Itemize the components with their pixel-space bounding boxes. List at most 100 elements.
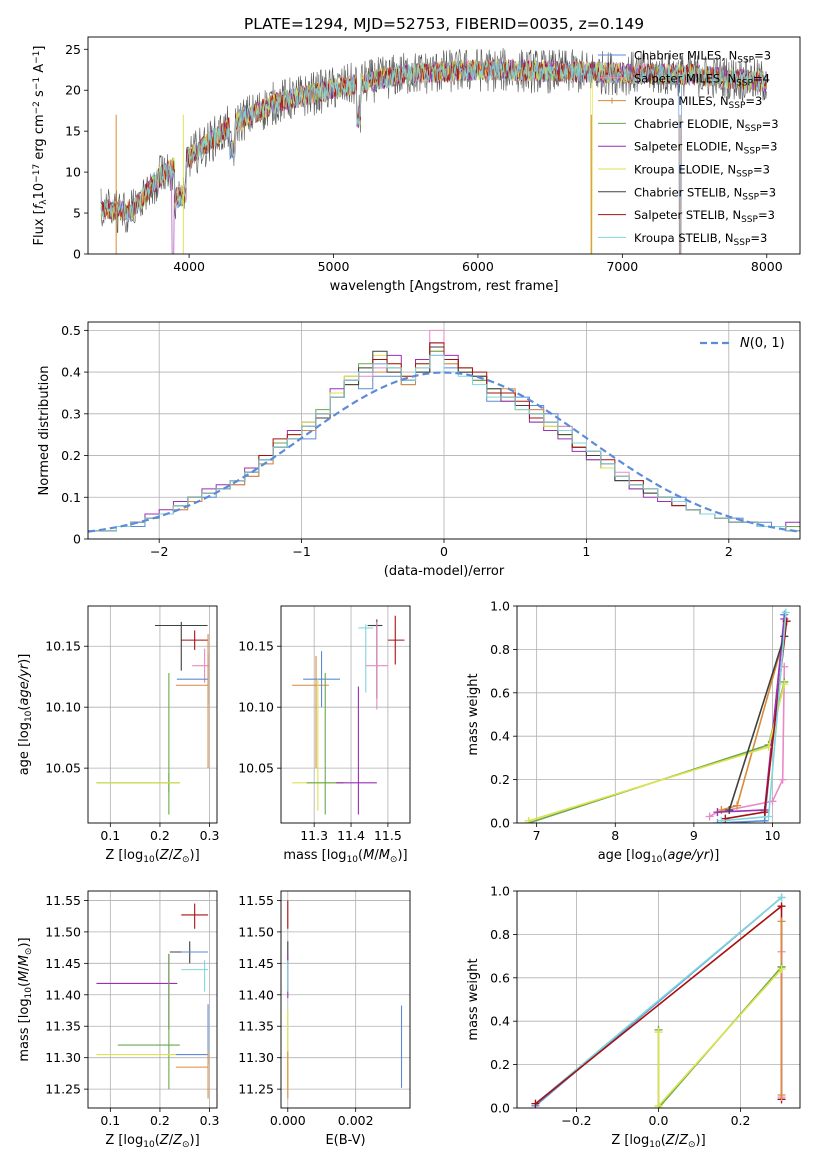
- x-tick-label: 6000: [462, 259, 494, 274]
- y-tick-label: 0.2: [490, 772, 510, 787]
- series-marker: [717, 816, 726, 823]
- legend-label: Kroupa STELIB, NSSP=3: [634, 231, 767, 248]
- x-axis-label: Z [log10(Z/Z⊙)]: [105, 1133, 199, 1150]
- y-axis-label: mass weight: [466, 958, 481, 1040]
- y-tick-label: 11.55: [238, 893, 274, 908]
- series-line: [528, 681, 786, 823]
- series-line: [534, 896, 783, 1105]
- series-marker: [760, 808, 769, 817]
- y-tick-label: 0.4: [61, 365, 81, 380]
- series-marker: [764, 812, 773, 821]
- y-axis-label: Normed distribution: [37, 366, 52, 496]
- x-tick-label: 0.1: [100, 828, 120, 843]
- x-tick-label: −1: [292, 544, 310, 559]
- series-marker: [654, 1028, 663, 1037]
- y-tick-label: 1.0: [490, 599, 510, 614]
- y-tick-label: 0.0: [490, 816, 510, 831]
- series-marker: [777, 965, 786, 974]
- y-tick-label: 11.25: [238, 1082, 274, 1097]
- plot-area: [517, 606, 800, 823]
- series-marker: [524, 816, 533, 823]
- y-tick-label: 11.35: [45, 1019, 81, 1034]
- x-tick-label: 8: [611, 828, 619, 843]
- series-marker: [733, 801, 742, 810]
- x-axis-label: E(B-V): [325, 1133, 365, 1148]
- plot-area: [88, 891, 217, 1108]
- figure-title: PLATE=1294, MJD=52753, FIBERID=0035, z=0…: [244, 15, 644, 33]
- x-tick-label: 0: [440, 544, 448, 559]
- legend-label: Kroupa ELODIE, NSSP=3: [634, 163, 770, 180]
- y-tick-label: 11.25: [45, 1082, 81, 1097]
- y-tick-label: 20: [65, 83, 81, 98]
- series-marker: [782, 617, 791, 626]
- legend-label: Chabrier ELODIE, NSSP=3: [634, 117, 779, 134]
- x-tick-label: 11.5: [374, 828, 402, 843]
- panel-residuals: −2 −1 0 1 2 0 0.1 0.2 0.3 0.4 0.5 (data-model)/erro…: [37, 321, 801, 579]
- y-tick-label: 1.0: [490, 884, 510, 899]
- x-tick-label: 0.2: [150, 828, 170, 843]
- y-axis-label: Flux [fλ10−17 erg cm−2 s−1 A−1]: [32, 46, 49, 246]
- panel-mass-vs-ebv: 0.000 0.002 11.25 11.30 11.35 11.40 11.45 11.50…: [238, 890, 411, 1148]
- y-tick-label: 11.30: [45, 1050, 81, 1065]
- x-axis-label: Z [log10(Z/Z⊙)]: [611, 1133, 705, 1150]
- y-tick-label: 11.50: [238, 924, 274, 939]
- y-tick-label: 5: [73, 206, 81, 221]
- y-tick-label: 11.55: [45, 893, 81, 908]
- legend-label: Salpeter STELIB, NSSP=3: [634, 208, 775, 225]
- y-tick-label: 11.40: [238, 987, 274, 1002]
- panel-massweight-vs-z: −0.2 0.0 0.2 0.0 0.2 0.4 0.6 0.8 1.0 Z [log10(Z/Z…: [466, 884, 801, 1150]
- y-tick-label: 10.10: [45, 700, 81, 715]
- y-tick-label: 10: [65, 165, 81, 180]
- x-tick-label: 0.0: [649, 1113, 669, 1128]
- x-tick-label: 2: [725, 544, 733, 559]
- legend-label: Salpeter ELODIE, NSSP=3: [634, 140, 777, 157]
- x-axis-label: age [log10(age/yr)]: [598, 848, 720, 865]
- series-line: [717, 618, 786, 813]
- legend-label: Chabrier MILES, NSSP=3: [634, 49, 771, 66]
- x-tick-label: −2: [150, 544, 168, 559]
- plot-area: [100, 48, 767, 254]
- series-marker: [777, 917, 786, 926]
- x-tick-label: 0.2: [150, 1113, 170, 1128]
- x-axis-label: mass [log10(M/M⊙)]: [283, 848, 407, 865]
- axes-frame: [280, 605, 411, 824]
- x-tick-label: 0.3: [200, 828, 220, 843]
- y-tick-label: 0: [73, 247, 81, 262]
- x-tick-label: −0.2: [561, 1113, 591, 1128]
- histogram-step: [88, 354, 800, 539]
- series-marker: [777, 893, 786, 902]
- series-marker: [705, 812, 714, 821]
- series-marker: [713, 808, 722, 817]
- axes-frame: [87, 890, 218, 1109]
- spectrum-line: [100, 59, 767, 220]
- y-tick-label: 0.2: [61, 448, 81, 463]
- series-marker: [777, 1090, 786, 1099]
- x-tick-label: 11.4: [337, 828, 365, 843]
- y-tick-label: 0.4: [490, 1014, 510, 1029]
- panel-mass-vs-z: 0.1 0.2 0.3 11.25 11.30 11.35 11.40 11.45 11.50 1…: [17, 890, 220, 1150]
- y-tick-label: 11.45: [45, 956, 81, 971]
- x-axis-label: (data-model)/error: [384, 564, 505, 579]
- panel-massweight-vs-age: 7 8 9 10 0.0 0.2 0.4 0.6 0.8 1.0 age [log10(age/yr…: [466, 599, 801, 865]
- y-axis-label: mass [log10(M/M⊙)]: [17, 937, 34, 1061]
- x-tick-label: 0.3: [200, 1113, 220, 1128]
- plot-area: [281, 891, 410, 1108]
- y-tick-label: 10.15: [45, 639, 81, 654]
- y-tick-label: 11.30: [238, 1050, 274, 1065]
- spectrum-line: [100, 59, 767, 222]
- y-tick-label: 0.3: [61, 406, 81, 421]
- x-tick-label: 0.000: [270, 1113, 306, 1128]
- y-tick-label: 0.0: [490, 1101, 510, 1116]
- legend-label: Chabrier STELIB, NSSP=3: [634, 185, 776, 202]
- x-tick-label: 7000: [606, 259, 638, 274]
- axes-frame: [516, 605, 801, 824]
- series-marker: [725, 805, 734, 814]
- series-marker: [777, 902, 786, 911]
- x-tick-label: 7: [533, 828, 541, 843]
- y-tick-label: 10.05: [45, 761, 81, 776]
- x-tick-label: 10: [765, 828, 781, 843]
- y-axis-label: mass weight: [466, 673, 481, 755]
- panel-age-vs-mass: 11.3 11.4 11.5 10.05 10.10 10.15 mass [log10(M…: [238, 605, 411, 865]
- series-marker: [654, 1101, 663, 1108]
